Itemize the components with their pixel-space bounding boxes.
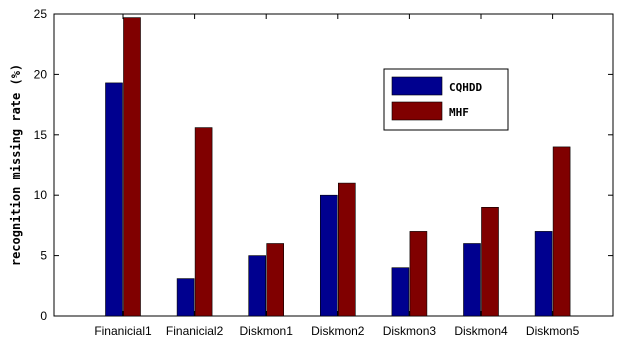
bar-cqhdd-finanicial2 — [176, 278, 195, 317]
bar-cqhdd-diskmon2 — [319, 194, 338, 317]
x-tick-label: Diskmon3 — [383, 324, 437, 337]
legend-swatch-mhf — [391, 101, 443, 121]
bar-mhf-diskmon5 — [552, 146, 571, 317]
y-axis-ticks: 0 5 10 15 20 25 — [34, 7, 613, 323]
x-tick-label: Diskmon4 — [454, 324, 508, 337]
legend-label-mhf: MHF — [449, 106, 469, 119]
bar-cqhdd-diskmon3 — [391, 267, 410, 317]
x-tick-label: Diskmon1 — [240, 324, 294, 337]
bar-mhf-diskmon2 — [337, 182, 356, 317]
x-tick-label: Diskmon2 — [311, 324, 365, 337]
bars-group — [105, 17, 571, 317]
x-tick-label: Finanicial2 — [166, 324, 224, 337]
y-tick-label: 5 — [40, 249, 47, 263]
bar-mhf-diskmon4 — [481, 207, 499, 317]
y-axis-label: recognition missing rate (%) — [9, 64, 23, 266]
y-tick-label: 25 — [34, 7, 48, 21]
bar-cqhdd-diskmon4 — [463, 243, 481, 317]
legend: CQHDD MHF — [383, 68, 509, 131]
bar-cqhdd-finanicial1 — [105, 82, 123, 317]
legend-label-cqhdd: CQHDD — [449, 81, 482, 94]
bar-mhf-diskmon1 — [266, 243, 285, 317]
x-tick-label: Diskmon5 — [526, 324, 580, 337]
x-tick-label: Finanicial1 — [94, 324, 152, 337]
bar-mhf-diskmon3 — [409, 231, 428, 317]
bar-mhf-finanicial1 — [123, 17, 141, 317]
bar-cqhdd-diskmon1 — [248, 255, 266, 317]
y-tick-label: 0 — [40, 309, 47, 323]
legend-swatch-cqhdd — [391, 76, 443, 96]
x-axis-ticks: Finanicial1 Finanicial2 Diskmon1 Diskmon2 Di… — [94, 14, 580, 337]
bar-mhf-finanicial2 — [194, 127, 213, 317]
y-tick-label: 20 — [34, 67, 48, 81]
y-tick-label: 15 — [34, 128, 48, 142]
bar-cqhdd-diskmon5 — [534, 231, 553, 317]
y-tick-label: 10 — [34, 188, 48, 202]
